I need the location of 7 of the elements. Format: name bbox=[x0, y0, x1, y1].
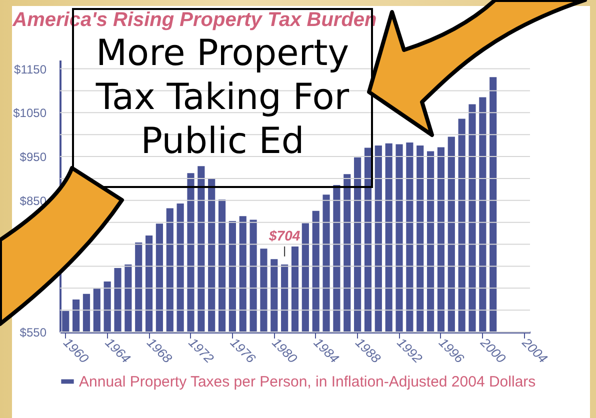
data-label: $704 bbox=[268, 227, 300, 244]
annotation: More Property Tax Taking For Public Ed bbox=[96, 33, 350, 162]
y-tick-label: $950 bbox=[20, 150, 47, 164]
y-tick-label: $1150 bbox=[14, 62, 47, 76]
y-tick-label: $550 bbox=[20, 326, 47, 340]
y-tick-label: $1050 bbox=[13, 106, 47, 120]
legend-label: Annual Property Taxes per Person, in Inflation-Adjusted 2004 Dollars bbox=[79, 374, 536, 390]
